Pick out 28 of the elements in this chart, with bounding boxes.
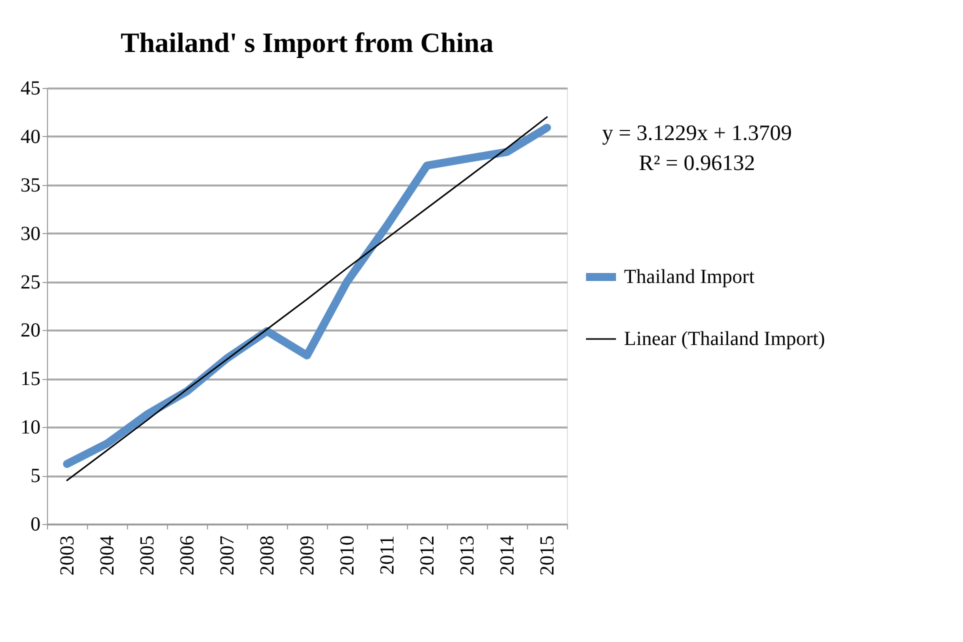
x-tick-label: 2007 <box>216 536 238 576</box>
x-tick-label: 2014 <box>496 536 518 576</box>
x-tick-label: 2004 <box>96 536 118 576</box>
x-tick-label: 2003 <box>56 536 78 576</box>
y-tick-label: 35 <box>20 174 40 196</box>
y-tick-label: 30 <box>20 222 40 245</box>
y-tick-label: 45 <box>20 78 40 100</box>
chart-title: Thailand' s Import from China <box>120 28 494 59</box>
x-tick-label: 2012 <box>416 536 438 576</box>
y-tick-label: 15 <box>20 368 40 390</box>
legend-label: Linear (Thailand Import) <box>624 328 826 350</box>
y-tick-label: 40 <box>20 126 40 148</box>
legend-label: Thailand Import <box>624 266 755 288</box>
y-tick-label: 5 <box>30 465 40 488</box>
x-tick-label: 2008 <box>256 536 278 576</box>
x-tick-label: 2013 <box>456 536 478 576</box>
text: y = 3.1229x + 1.3709 <box>602 120 792 145</box>
x-tick-label: 2015 <box>536 536 558 576</box>
x-tick-label: 2006 <box>176 536 198 576</box>
y-tick-label: 25 <box>20 271 40 294</box>
y-tick-label: 10 <box>20 416 40 439</box>
text: R² = 0.96132 <box>638 150 756 175</box>
y-tick-label: 20 <box>20 320 40 342</box>
x-tick-label: 2010 <box>336 536 358 576</box>
x-tick-label: 2005 <box>136 536 158 576</box>
y-tick-label: 0 <box>30 514 40 536</box>
x-tick-label: 2011 <box>376 536 398 575</box>
x-tick-label: 2009 <box>296 536 318 576</box>
